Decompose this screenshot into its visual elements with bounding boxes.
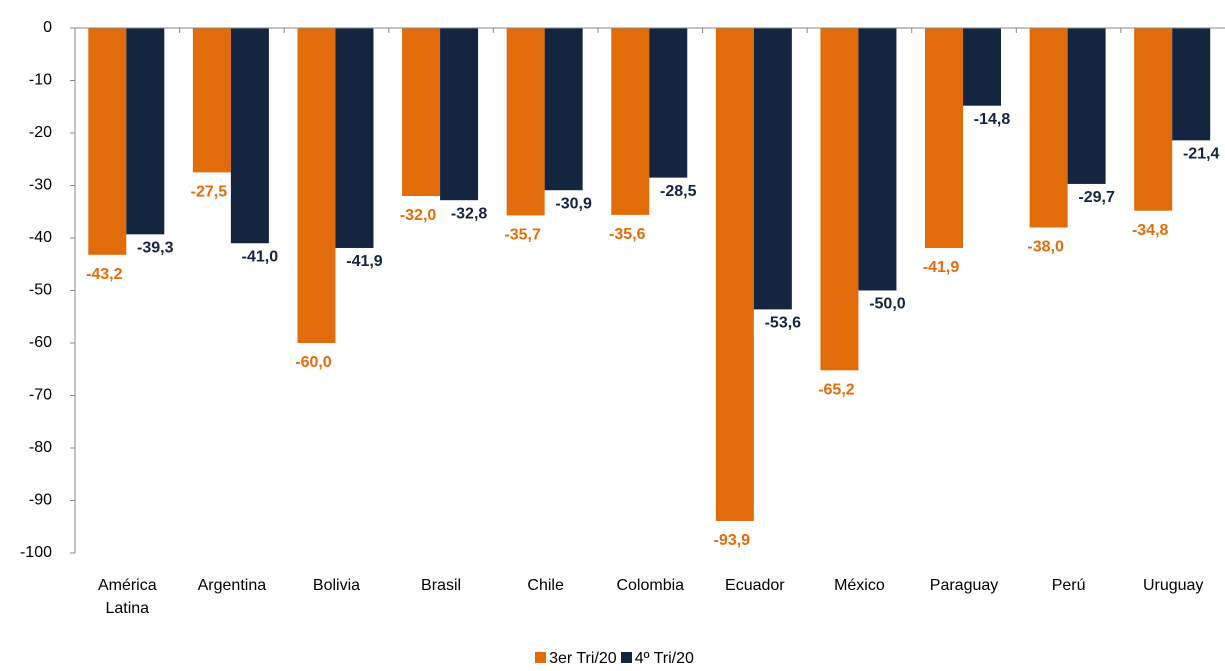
legend: 3er Tri/20 4º Tri/20 bbox=[0, 650, 1225, 668]
y-tick-label: -60 bbox=[29, 334, 52, 351]
value-label: -65,2 bbox=[818, 382, 855, 399]
bar bbox=[715, 28, 754, 521]
bar bbox=[1029, 28, 1068, 228]
x-tick-label: Uruguay bbox=[1142, 577, 1204, 594]
bar bbox=[506, 28, 545, 216]
legend-label: 4º Tri/20 bbox=[634, 650, 694, 667]
value-label: -41,9 bbox=[923, 259, 960, 276]
value-label: -43,2 bbox=[86, 266, 123, 283]
value-label: -93,9 bbox=[714, 532, 751, 549]
bar bbox=[335, 28, 374, 248]
bar bbox=[88, 28, 127, 255]
value-label: -38,0 bbox=[1027, 239, 1064, 256]
x-tick-label: Brasil bbox=[421, 577, 462, 594]
bar bbox=[611, 28, 650, 215]
x-tick-label: América Latina bbox=[97, 577, 157, 617]
bar bbox=[1067, 28, 1106, 184]
bar bbox=[963, 28, 1002, 106]
bar bbox=[820, 28, 859, 371]
value-label: -50,0 bbox=[869, 296, 906, 313]
x-tick-label: Bolivia bbox=[312, 577, 361, 594]
bar bbox=[925, 28, 964, 248]
value-label: -32,8 bbox=[451, 205, 488, 222]
y-tick-label: 0 bbox=[43, 19, 52, 36]
y-tick-label: -30 bbox=[29, 177, 52, 194]
value-label: -35,6 bbox=[609, 226, 646, 243]
x-tick-label: Colombia bbox=[616, 577, 685, 594]
value-label: -53,6 bbox=[765, 315, 802, 332]
bar bbox=[192, 28, 231, 173]
bar bbox=[402, 28, 441, 196]
value-label: -14,8 bbox=[974, 111, 1011, 128]
bar bbox=[230, 28, 269, 244]
value-label: -35,7 bbox=[504, 227, 541, 244]
y-tick-label: -100 bbox=[20, 544, 52, 561]
x-tick-label: Perú bbox=[1051, 577, 1086, 594]
bar bbox=[1134, 28, 1173, 211]
x-tick-label: Chile bbox=[527, 577, 564, 594]
y-tick-label: -50 bbox=[29, 282, 52, 299]
legend-swatch bbox=[535, 652, 547, 663]
y-tick-label: -10 bbox=[29, 72, 52, 89]
bar bbox=[1172, 28, 1211, 141]
bar bbox=[544, 28, 583, 191]
value-label: -32,0 bbox=[400, 207, 437, 224]
y-tick-label: -80 bbox=[29, 439, 52, 456]
value-label: -21,4 bbox=[1183, 146, 1220, 163]
value-label: -29,7 bbox=[1078, 189, 1115, 206]
bar bbox=[297, 28, 336, 343]
y-tick-label: -70 bbox=[29, 387, 52, 404]
value-label: -27,5 bbox=[191, 184, 228, 201]
y-tick-label: -90 bbox=[29, 492, 52, 509]
value-label: -30,9 bbox=[555, 195, 592, 212]
value-label: -39,3 bbox=[137, 240, 174, 257]
value-label: -41,0 bbox=[242, 248, 279, 265]
legend-swatch bbox=[620, 652, 632, 663]
bar bbox=[126, 28, 165, 235]
value-label: -60,0 bbox=[295, 354, 332, 371]
bar bbox=[440, 28, 479, 201]
x-tick-label: México bbox=[834, 577, 885, 594]
value-label: -41,9 bbox=[346, 253, 383, 270]
x-tick-label: Paraguay bbox=[929, 577, 999, 594]
x-tick-label: Argentina bbox=[197, 577, 267, 594]
bar bbox=[753, 28, 792, 310]
x-tick-label: Ecuador bbox=[725, 577, 785, 594]
bar bbox=[649, 28, 688, 178]
value-label: -28,5 bbox=[660, 183, 697, 200]
y-tick-label: -20 bbox=[29, 124, 52, 141]
bar bbox=[858, 28, 897, 291]
legend-label: 3er Tri/20 bbox=[549, 650, 617, 667]
y-tick-label: -40 bbox=[29, 229, 52, 246]
value-label: -34,8 bbox=[1132, 222, 1169, 239]
